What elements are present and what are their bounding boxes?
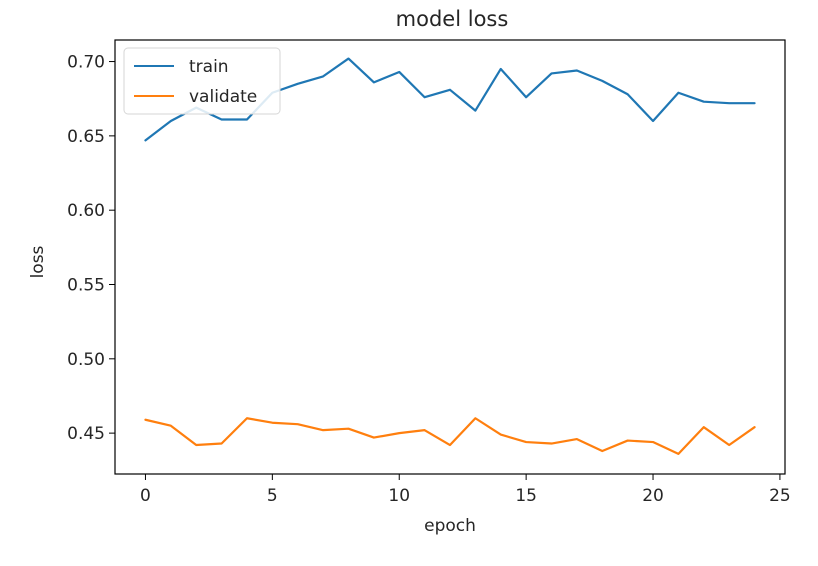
x-tick-label: 25	[769, 486, 791, 506]
y-tick-label: 0.45	[67, 424, 105, 444]
legend-box	[123, 47, 281, 115]
series-line-train	[144, 57, 756, 142]
x-tick-label: 0	[140, 486, 151, 506]
legend-label-validate: validate	[189, 87, 257, 107]
x-tick-label: 15	[515, 486, 537, 506]
legend: train validate	[123, 47, 281, 115]
x-tick-label: 5	[267, 486, 278, 506]
plot-frame	[114, 39, 786, 475]
series-layer	[144, 57, 756, 456]
y-tick-label: 0.50	[67, 350, 105, 370]
x-axis: 0 5 10 15 20 25	[140, 474, 791, 506]
x-tick-label: 20	[642, 486, 664, 506]
y-tick-label: 0.55	[67, 275, 105, 295]
legend-label-train: train	[189, 57, 229, 77]
series-line-validate	[144, 417, 756, 456]
y-tick-label: 0.65	[67, 127, 105, 147]
y-tick-label: 0.60	[67, 201, 105, 221]
chart-title: model loss	[396, 7, 509, 31]
y-axis-label: loss	[28, 245, 48, 278]
x-axis-label: epoch	[424, 516, 476, 536]
y-axis: 0.45 0.50 0.55 0.60 0.65 0.70	[67, 53, 115, 444]
x-tick-label: 10	[388, 486, 410, 506]
y-tick-label: 0.70	[67, 53, 105, 73]
